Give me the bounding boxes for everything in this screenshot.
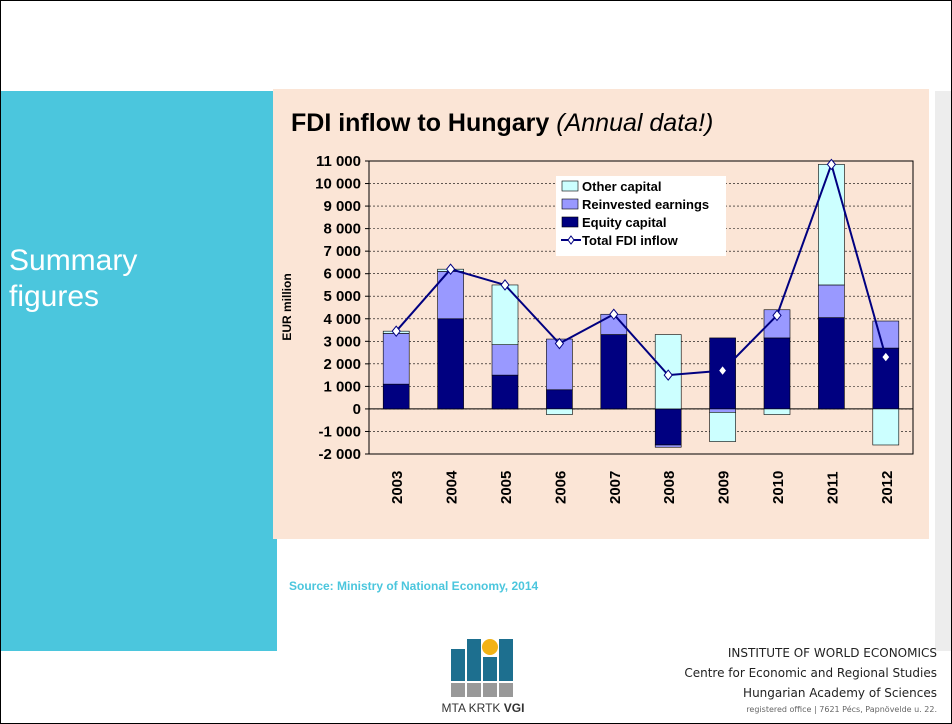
- chart-title: FDI inflow to Hungary (Annual data!): [291, 109, 713, 137]
- bar-segment: [818, 317, 845, 410]
- bar-segment: [546, 408, 573, 415]
- title: FDI inflow to Hungary: [291, 109, 549, 137]
- y-tick-label: -2 000: [318, 446, 361, 463]
- institute-line: INSTITUTE OF WORLD ECONOMICS: [727, 646, 937, 660]
- bar-segment: [763, 408, 791, 415]
- bar-segment: [491, 374, 519, 410]
- y-tick-label: 7 000: [323, 243, 361, 260]
- line-marker: [826, 158, 837, 171]
- legend-label: Other capital: [582, 179, 661, 194]
- bar-segment: [437, 318, 464, 410]
- line-marker: [717, 364, 728, 377]
- bar-segment: [709, 412, 736, 442]
- line-marker: [881, 351, 891, 363]
- bar-segment: [546, 389, 573, 410]
- line-marker: [663, 369, 673, 381]
- x-tick-label: 2011: [824, 471, 841, 504]
- bar-segment: [491, 344, 519, 376]
- x-tick-label: 2007: [607, 471, 624, 504]
- logo-text-bold: VGI: [504, 701, 525, 715]
- line: [395, 161, 887, 377]
- legend-label: Total FDI inflow: [582, 233, 679, 248]
- y-axis-label: EUR million: [280, 273, 294, 340]
- x-tick-label: 2005: [498, 471, 515, 504]
- x-tick-label: 2009: [716, 471, 733, 504]
- logo-text: MTA KRTK: [442, 701, 501, 715]
- line-marker: [391, 325, 401, 337]
- logo: MTA KRTK VGI: [442, 639, 525, 715]
- bar-segment: [654, 444, 682, 448]
- bar-segment: [872, 408, 900, 446]
- source: Source: Ministry of National Economy, 20…: [289, 579, 539, 593]
- x-tick-label: 2006: [552, 471, 569, 504]
- plot-frame: [368, 160, 914, 455]
- bar-segment: [818, 164, 845, 286]
- heading: Summary figures: [9, 244, 138, 313]
- legend-label: Equity capital: [582, 215, 667, 230]
- institute-line: Hungarian Academy of Sciences: [743, 686, 937, 700]
- y-tick-label: 8 000: [323, 221, 361, 238]
- x-tick-label: 2012: [879, 471, 896, 504]
- line-marker: [772, 309, 782, 322]
- y-tick-label: 6 000: [323, 266, 361, 283]
- line-marker: [445, 263, 456, 275]
- x-tick-label: 2008: [661, 471, 678, 504]
- y-tick-label: -1 000: [318, 423, 361, 440]
- institute-line: registered office | 7621 Pécs, Papnöveld…: [746, 705, 937, 714]
- bar-segment: [382, 383, 410, 410]
- bar-segment: [654, 408, 682, 446]
- side-band: [1, 91, 277, 651]
- side-band-right: [935, 91, 951, 651]
- x-tick-label: 2004: [444, 470, 461, 504]
- bar-segment: [818, 284, 845, 318]
- line-marker: [500, 279, 510, 291]
- bar-segment: [382, 333, 410, 385]
- y-tick-label: 11 000: [316, 153, 361, 170]
- y-tick-label: 5 000: [323, 288, 361, 305]
- institute-line: Centre for Economic and Regional Studies: [684, 666, 937, 680]
- y-tick-label: 3 000: [323, 333, 361, 350]
- y-tick-label: 9 000: [323, 198, 361, 215]
- line-marker: [554, 337, 565, 350]
- y-tick-label: 0: [353, 401, 361, 418]
- svg-text:MTA KRTK VGI: MTA KRTK VGI: [442, 701, 525, 715]
- legend-swatch: [567, 235, 575, 245]
- x-tick-label: 2010: [770, 471, 787, 504]
- legend-swatch: [561, 198, 579, 210]
- legend-box: [556, 176, 726, 256]
- subtitle: (Annual data!): [556, 109, 713, 137]
- bar-segment: [763, 337, 791, 410]
- bar-segment: [600, 334, 628, 410]
- y-tick-label: 10 000: [315, 176, 361, 193]
- line-marker: [609, 308, 619, 321]
- y-tick-label: 4 000: [323, 311, 361, 328]
- y-tick-label: 2 000: [323, 356, 361, 373]
- x-tick-label: 2003: [389, 471, 406, 504]
- y-tick-label: 1 000: [323, 378, 361, 395]
- institute: INSTITUTE OF WORLD ECONOMICS Centre for …: [684, 643, 937, 717]
- legend-label: Reinvested earnings: [582, 197, 709, 212]
- legend-swatch: [561, 180, 579, 192]
- legend-swatch: [561, 216, 579, 228]
- bar-segment: [709, 408, 736, 413]
